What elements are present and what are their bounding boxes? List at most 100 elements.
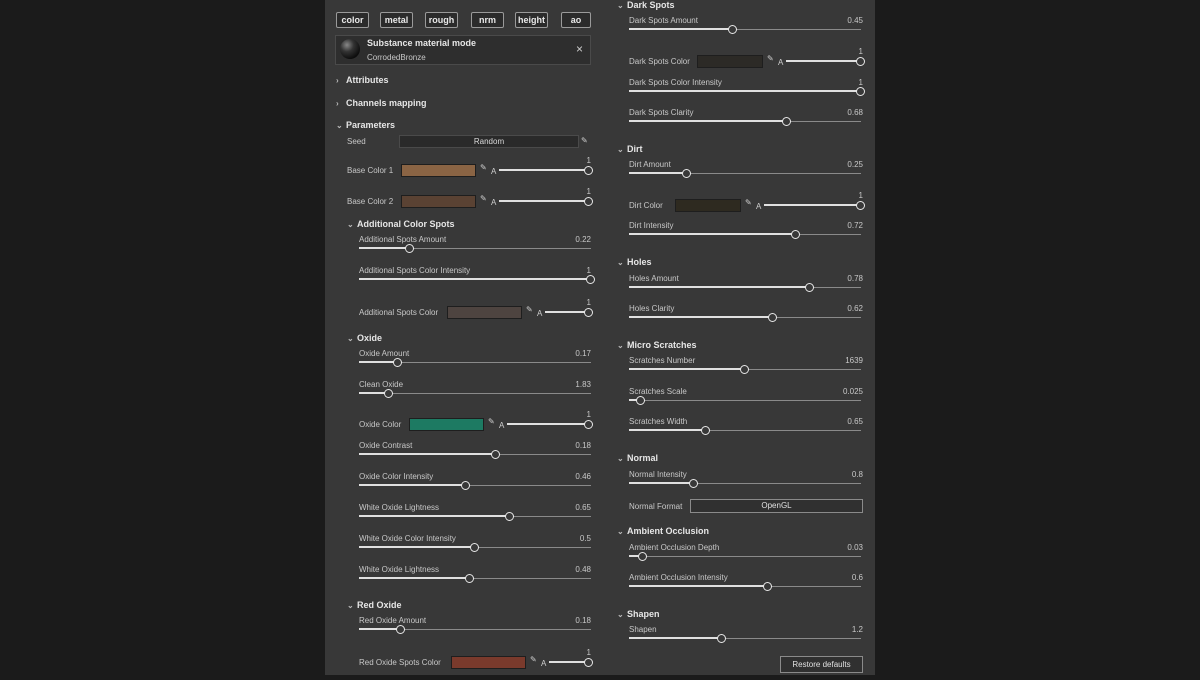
param-slider-track[interactable] <box>629 479 861 488</box>
channel-button-metal[interactable]: metal <box>380 12 413 28</box>
param-slider-track[interactable] <box>359 450 591 459</box>
param-alpha-slider-track[interactable] <box>545 308 593 317</box>
param-alpha-slider-track[interactable] <box>764 201 865 210</box>
param-slider-track[interactable] <box>359 512 591 521</box>
channel-button-rough[interactable]: rough <box>425 12 458 28</box>
param-alpha-slider-knob[interactable] <box>584 197 593 206</box>
param-slider-knob[interactable] <box>384 389 394 398</box>
param-alpha-slider-knob[interactable] <box>856 57 865 66</box>
param-slider-knob[interactable] <box>405 244 414 253</box>
section-red-oxide[interactable]: ⌄ Red Oxide <box>347 600 402 610</box>
param-slider-track[interactable] <box>629 365 861 374</box>
section-parameters[interactable]: ⌄ Parameters <box>336 120 396 130</box>
section-channels-mapping[interactable]: › Channels mapping <box>336 98 427 108</box>
param-alpha-slider-knob[interactable] <box>856 201 865 210</box>
section-holes[interactable]: ⌄ Holes <box>617 257 652 267</box>
eyedropper-icon[interactable]: ✎ <box>767 54 774 63</box>
param-alpha-slider-knob[interactable] <box>584 420 593 429</box>
param-color-swatch[interactable] <box>447 306 522 319</box>
param-slider-knob[interactable] <box>716 634 726 643</box>
param-slider-track[interactable] <box>629 313 861 322</box>
normal-format-select[interactable]: OpenGL <box>690 499 863 513</box>
eyedropper-icon[interactable]: ✎ <box>530 655 537 664</box>
param-slider-track[interactable] <box>629 25 861 34</box>
param-color-swatch[interactable] <box>697 55 763 68</box>
section-ambient-occlusion[interactable]: ⌄ Ambient Occlusion <box>617 526 710 536</box>
param-slider-knob[interactable] <box>465 574 475 583</box>
section-normal[interactable]: ⌄ Normal <box>617 453 659 463</box>
param-slider-track[interactable] <box>629 230 861 239</box>
param-slider-knob[interactable] <box>504 512 514 521</box>
param-slider-knob[interactable] <box>689 479 698 488</box>
param-alpha-slider-track[interactable] <box>786 57 865 66</box>
section-attributes[interactable]: › Attributes <box>336 75 389 85</box>
param-slider-knob[interactable] <box>740 365 749 374</box>
param-color-swatch[interactable] <box>451 656 526 669</box>
param-color-swatch[interactable] <box>675 199 741 212</box>
param-alpha-slider-track[interactable] <box>507 420 593 429</box>
param-slider-knob[interactable] <box>586 275 595 284</box>
param-slider-track[interactable] <box>629 283 861 292</box>
param-slider-knob[interactable] <box>805 283 814 292</box>
param-slider-knob[interactable] <box>490 450 500 459</box>
param-slider-knob[interactable] <box>728 25 738 34</box>
section-micro-scratches[interactable]: ⌄ Micro Scratches <box>617 340 697 350</box>
pencil-icon[interactable]: ✎ <box>581 136 588 145</box>
param-alpha-slider-knob[interactable] <box>584 308 593 317</box>
param-slider-knob[interactable] <box>856 87 865 96</box>
section-oxide[interactable]: ⌄ Oxide <box>347 333 383 343</box>
param-slider-track[interactable] <box>359 574 591 583</box>
param-slider-knob[interactable] <box>395 625 405 634</box>
param-alpha-slider-knob[interactable] <box>584 166 593 175</box>
param-slider-track[interactable] <box>359 543 591 552</box>
param-slider-knob[interactable] <box>791 230 800 239</box>
param-slider-track[interactable] <box>629 552 861 561</box>
channel-button-nrm[interactable]: nrm <box>471 12 504 28</box>
eyedropper-icon[interactable]: ✎ <box>745 198 752 207</box>
section-dark-spots[interactable]: ⌄ Dark Spots <box>617 0 675 10</box>
param-slider-knob[interactable] <box>682 169 691 178</box>
channel-button-color[interactable]: color <box>336 12 369 28</box>
param-color-swatch[interactable] <box>401 195 476 208</box>
param-slider-track[interactable] <box>359 275 595 284</box>
param-slider-track[interactable] <box>629 169 861 178</box>
section-additional-color-spots[interactable]: ⌄ Additional Color Spots <box>347 219 455 229</box>
param-alpha-slider-knob[interactable] <box>584 658 593 667</box>
param-slider-knob[interactable] <box>767 313 777 322</box>
param-slider-track[interactable] <box>629 87 865 96</box>
param-slider-track[interactable] <box>359 389 591 398</box>
param-color-swatch[interactable] <box>409 418 484 431</box>
param-slider-knob[interactable] <box>700 426 710 435</box>
restore-defaults-button[interactable]: Restore defaults <box>780 656 863 673</box>
param-slider-track[interactable] <box>629 426 861 435</box>
param-slider-knob[interactable] <box>460 481 470 490</box>
channel-button-height[interactable]: height <box>515 12 548 28</box>
section-dirt[interactable]: ⌄ Dirt <box>617 144 643 154</box>
param-slider-knob[interactable] <box>637 552 647 561</box>
eyedropper-icon[interactable]: ✎ <box>480 163 487 172</box>
section-shapen[interactable]: ⌄ Shapen <box>617 609 660 619</box>
channel-button-ao[interactable]: ao <box>561 12 591 28</box>
param-alpha-slider-track[interactable] <box>499 166 593 175</box>
close-icon[interactable]: × <box>576 42 584 56</box>
param-slider-track[interactable] <box>629 117 861 126</box>
param-slider-track[interactable] <box>359 625 591 634</box>
eyedropper-icon[interactable]: ✎ <box>480 194 487 203</box>
param-color-swatch[interactable] <box>401 164 476 177</box>
param-slider-knob[interactable] <box>470 543 479 552</box>
param-slider-track[interactable] <box>629 396 861 405</box>
param-slider-knob[interactable] <box>781 117 791 126</box>
param-alpha-slider-track[interactable] <box>499 197 593 206</box>
seed-random-button[interactable]: Random <box>399 135 579 148</box>
eyedropper-icon[interactable]: ✎ <box>526 305 533 314</box>
param-slider-knob[interactable] <box>635 396 645 405</box>
param-slider-track[interactable] <box>359 358 591 367</box>
param-slider-track[interactable] <box>629 582 861 591</box>
param-slider-track[interactable] <box>359 481 591 490</box>
param-slider-knob[interactable] <box>763 582 773 591</box>
eyedropper-icon[interactable]: ✎ <box>488 417 495 426</box>
param-slider-knob[interactable] <box>393 358 403 367</box>
param-alpha-slider-track[interactable] <box>549 658 593 667</box>
param-slider-track[interactable] <box>359 244 591 253</box>
param-slider-track[interactable] <box>629 634 861 643</box>
